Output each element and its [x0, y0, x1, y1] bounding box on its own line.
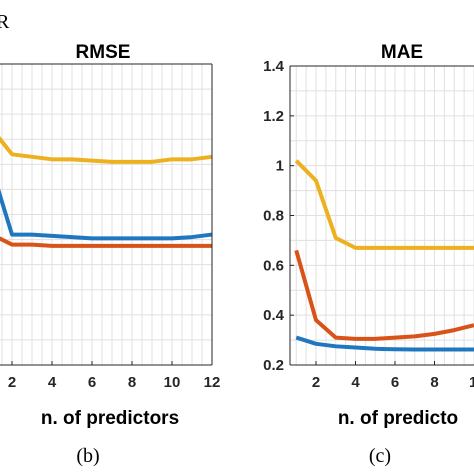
rmse-series-orange	[0, 236, 212, 248]
mae-series-orange	[294, 249, 474, 341]
mae-y-tick-label: 1.4	[263, 58, 285, 75]
rmse-series	[0, 136, 213, 248]
rmse-x-tick-label: 8	[128, 374, 136, 391]
mae-series-yellow	[294, 159, 474, 250]
mae-y-tick-label: 1.2	[263, 108, 284, 125]
mae-y-tick-label: 0.2	[263, 357, 284, 374]
mae-y-tick-label: 0.6	[263, 257, 284, 274]
rmse-x-tick-label: 10	[164, 374, 181, 391]
mae-y-tick-label: 0.8	[263, 208, 284, 225]
rmse-panel-label: (b)	[76, 445, 99, 467]
mae-x-ticks: 2 4 6 8 1	[312, 361, 474, 391]
mae-series	[294, 159, 474, 352]
mae-x-tick-label: 2	[312, 374, 320, 391]
mae-y-ticks: 0.2 0.4 0.6 0.8 1 1.2 1.4	[263, 58, 294, 374]
corner-fragment: R	[0, 11, 10, 33]
rmse-x-tick-label: 2	[8, 374, 16, 391]
mae-title: MAE	[381, 42, 423, 63]
rmse-chart: RMSE 2 4 6 8 10 12 n. of predictors (b)	[0, 42, 220, 467]
rmse-x-ticks: 2 4 6 8 10 12	[8, 361, 221, 391]
rmse-x-tick-label: 12	[204, 374, 221, 391]
mae-series-blue	[295, 335, 474, 352]
mae-x-tick-label-partial: 1	[469, 374, 474, 391]
mae-y-tick-label: 1	[276, 158, 284, 175]
mae-xlabel: n. of predicto	[338, 408, 458, 429]
rmse-title: RMSE	[76, 42, 131, 63]
rmse-series-yellow	[0, 136, 213, 164]
rmse-x-tick-label: 6	[88, 374, 96, 391]
rmse-x-tick-label: 4	[48, 374, 57, 391]
rmse-series-blue	[0, 188, 213, 241]
rmse-axes	[0, 63, 213, 366]
mae-x-tick-label: 6	[391, 374, 399, 391]
mae-x-tick-label: 8	[430, 374, 438, 391]
mae-chart: MAE 0.2 0.4 0.6 0.8 1 1.2 1.4 2 4 6 8 1 n. of pred…	[263, 42, 474, 467]
mae-panel-label: (c)	[369, 445, 391, 467]
mae-x-tick-label: 4	[351, 374, 360, 391]
rmse-grid	[0, 63, 213, 366]
rmse-xlabel: n. of predictors	[41, 408, 179, 429]
mae-y-tick-label: 0.4	[263, 307, 285, 324]
